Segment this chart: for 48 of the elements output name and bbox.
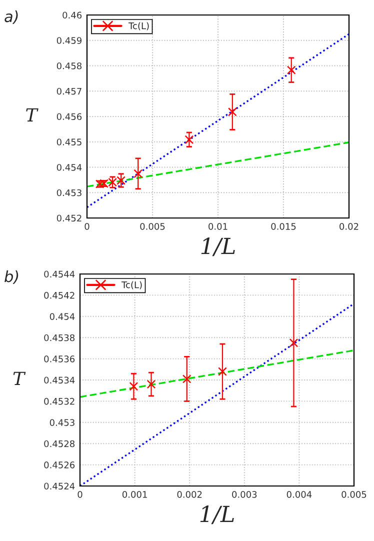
text: a) xyxy=(4,10,18,24)
y-tick-label: 0.454 xyxy=(50,313,75,320)
point xyxy=(218,367,227,376)
point xyxy=(129,382,138,391)
y-tick-label: 0.4544 xyxy=(44,270,75,278)
y-tick-label: 0.458 xyxy=(56,62,82,70)
y-tick-label: 0.4534 xyxy=(44,376,75,384)
y-tick-label: 0.4526 xyxy=(44,462,75,468)
x-tick-label: 0.02 xyxy=(340,223,358,230)
text: b) xyxy=(4,270,18,284)
x-axis-title: 1/L xyxy=(201,238,235,256)
y-tick-label: 0.457 xyxy=(56,88,82,95)
legend-label: Tc(L) xyxy=(128,22,149,30)
x-tick-label: 0.001 xyxy=(122,491,147,498)
x-tick-label: 0.005 xyxy=(140,223,165,230)
y-tick-label: 0.4542 xyxy=(44,292,74,299)
y-tick-label: 0.453 xyxy=(56,189,82,196)
point xyxy=(146,380,156,389)
y-tick-label: 0.453 xyxy=(50,419,74,426)
y-tick-label: 0.4536 xyxy=(44,356,75,362)
x-tick-label: 0.003 xyxy=(232,491,257,498)
y-tick-label: 0.46 xyxy=(62,12,82,19)
y-tick-label: 0.4538 xyxy=(44,334,75,342)
y-tick-label: 0.4524 xyxy=(44,482,75,490)
y-tick-label: 0.459 xyxy=(56,37,82,44)
x-tick-label: 0 xyxy=(78,491,82,498)
point xyxy=(289,338,298,348)
y-axis-title: T xyxy=(26,108,38,122)
x-tick-label: 0 xyxy=(84,223,90,230)
x-tick-label: 0.015 xyxy=(271,223,296,230)
point xyxy=(184,135,194,144)
x-axis-title: 1/L xyxy=(200,506,234,524)
y-tick-label: 0.452 xyxy=(56,214,82,222)
x-tick-label: 0.004 xyxy=(286,491,312,498)
y-tick-label: 0.454 xyxy=(56,164,82,171)
point xyxy=(182,374,192,384)
x-tick-label: 0.01 xyxy=(208,223,228,230)
y-tick-label: 0.455 xyxy=(56,138,82,146)
point xyxy=(228,108,237,116)
x-tick-label: 0.005 xyxy=(342,491,366,498)
y-tick-label: 0.456 xyxy=(56,113,82,120)
legend-label: Tc(L) xyxy=(122,281,142,290)
point xyxy=(286,66,296,74)
x-tick-label: 0.002 xyxy=(177,491,202,498)
y-axis-title: T xyxy=(13,372,26,385)
point xyxy=(134,169,143,178)
y-tick-label: 0.4528 xyxy=(44,440,75,448)
y-tick-label: 0.4532 xyxy=(44,398,74,405)
